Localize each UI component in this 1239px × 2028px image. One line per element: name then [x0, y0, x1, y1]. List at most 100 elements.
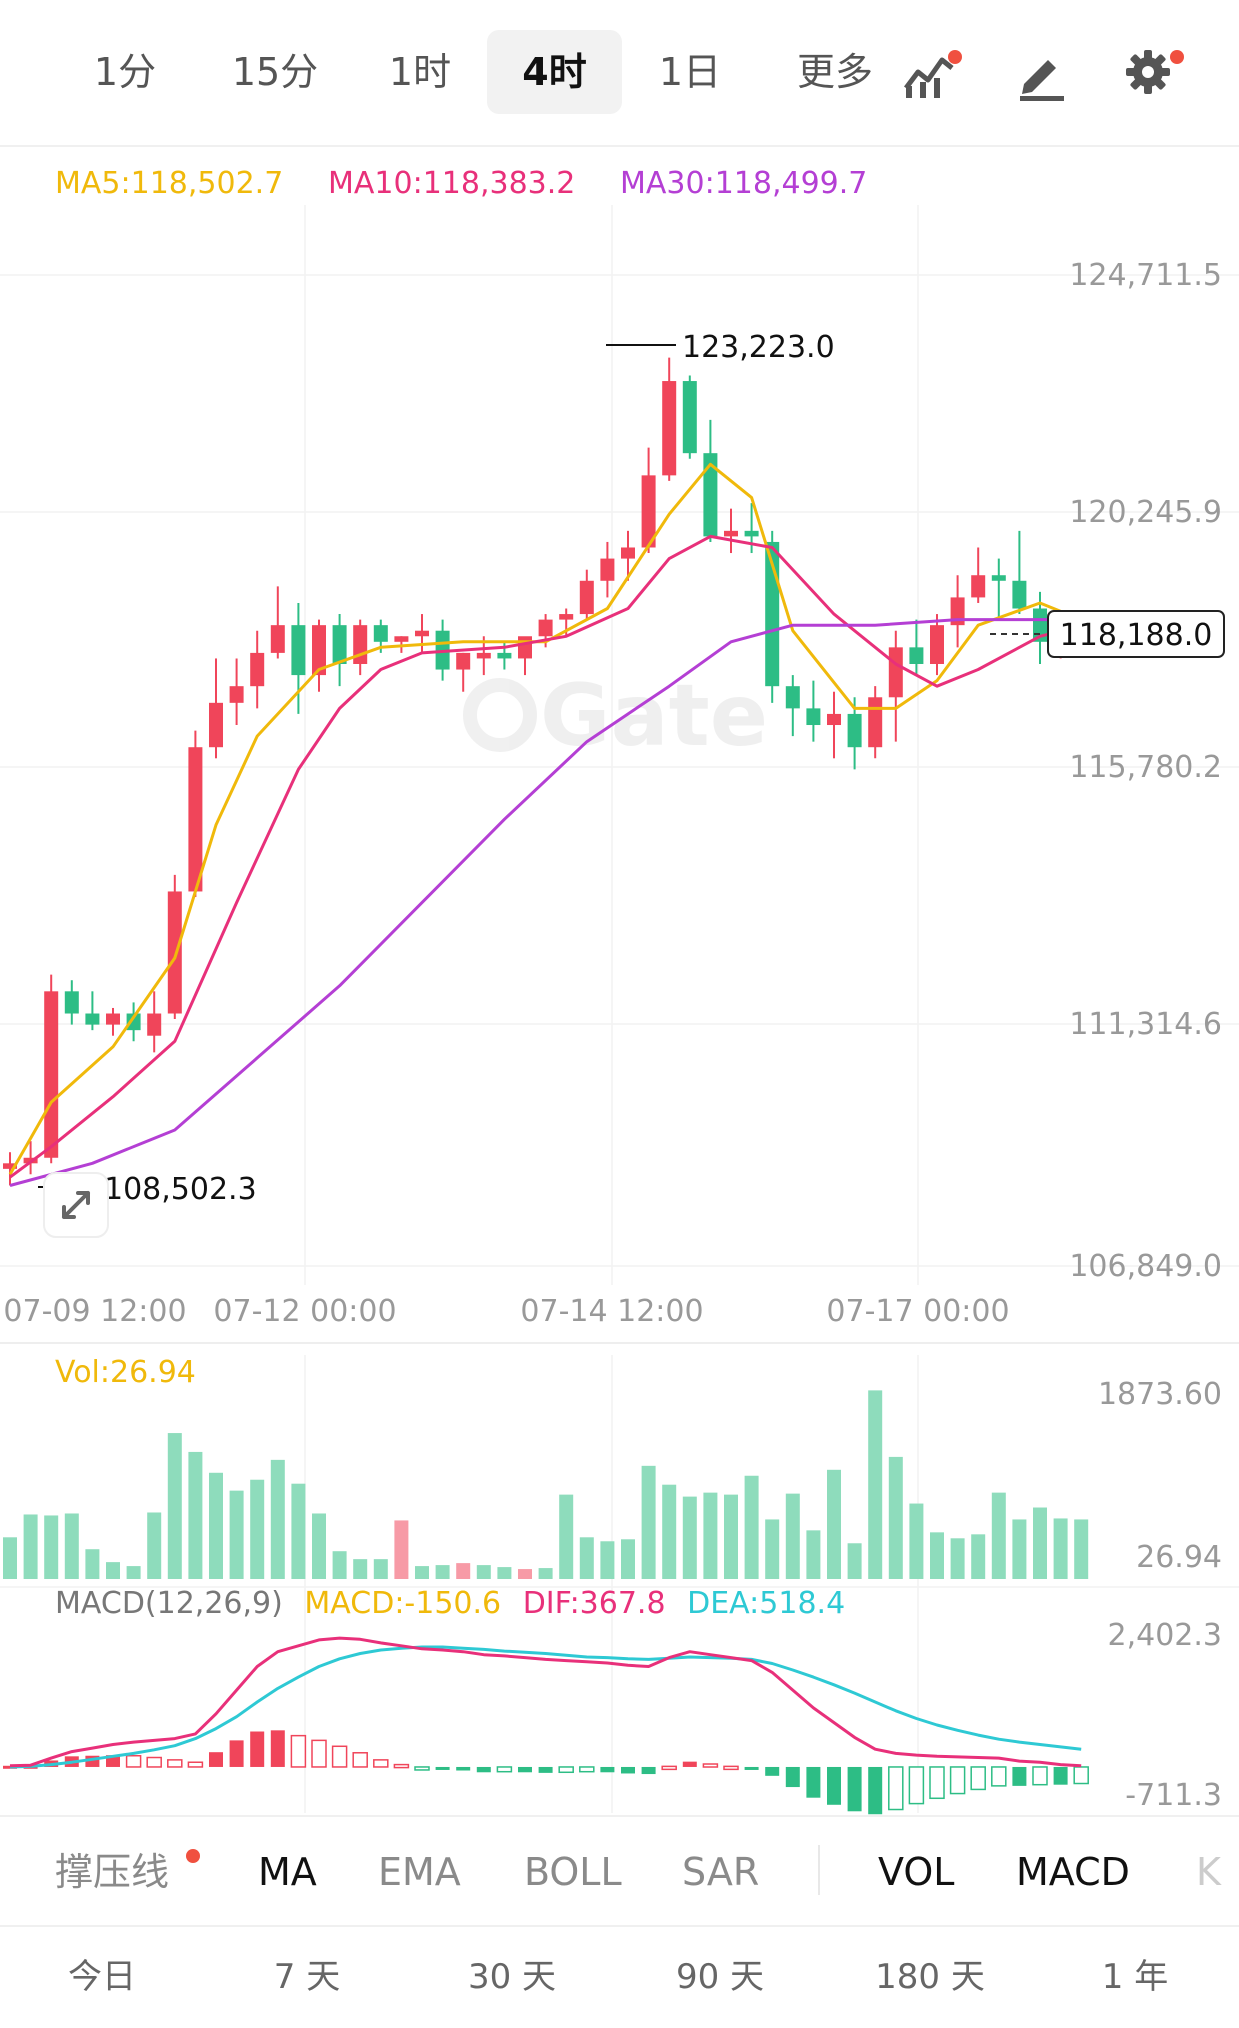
range-today[interactable]: 今日	[68, 1957, 136, 1997]
indicator-kdj[interactable]: K	[1196, 1850, 1221, 1894]
macd-histogram-bar	[1032, 1766, 1048, 1786]
tab-1hour[interactable]: 1时	[388, 50, 452, 94]
tab-more[interactable]: 更多	[796, 50, 873, 94]
macd-histogram-bar	[970, 1766, 986, 1791]
candle-body	[909, 647, 924, 664]
ma30-line	[9, 618, 1082, 1187]
volume-bar	[394, 1520, 409, 1579]
tab-4hour[interactable]: 4时	[487, 30, 622, 114]
timeframe-tabs: 1分 15分 1时 4时 1日 更多	[0, 0, 1239, 147]
ma5-line	[8, 462, 1082, 1176]
macd-histogram-bar	[785, 1766, 800, 1788]
draw-pencil-icon[interactable]	[1012, 42, 1072, 102]
volume-bar	[126, 1566, 141, 1579]
volume-bar	[415, 1566, 429, 1579]
candle-body	[1012, 580, 1027, 609]
macd-histogram-bar	[125, 1754, 142, 1768]
candlestick-chart[interactable]: MA5:118,502.7 MA10:118,383.2 MA30:118,49…	[0, 145, 1239, 1815]
macd-histogram-bar	[949, 1766, 966, 1795]
candle-body	[167, 891, 182, 1014]
price-tick: 120,245.9	[1069, 495, 1222, 530]
macd-histogram-bar	[229, 1740, 244, 1767]
candle-body	[724, 530, 738, 537]
ma5-legend: MA5:118,502.7	[55, 166, 283, 201]
indicator-macd[interactable]: MACD	[1016, 1850, 1130, 1894]
volume-bar	[85, 1549, 100, 1579]
chart-indicator-icon[interactable]	[900, 42, 962, 102]
last-price-label: 118,188.0	[1060, 618, 1213, 653]
candle-body	[44, 991, 59, 1158]
candle-body	[703, 453, 718, 537]
candle-body	[888, 647, 903, 698]
volume-bar	[373, 1559, 388, 1579]
price-tick: 111,314.6	[1069, 1007, 1222, 1042]
tab-15min[interactable]: 15分	[231, 50, 319, 94]
time-tick: 07-14 12:00	[520, 1294, 703, 1329]
range-7d[interactable]: 7 天	[273, 1957, 341, 1997]
volume-bar	[147, 1512, 162, 1579]
candle-body	[662, 381, 677, 476]
macd-histogram-bar	[311, 1739, 327, 1768]
volume-bar	[64, 1513, 79, 1579]
volume-bar	[353, 1559, 368, 1579]
range-90d[interactable]: 90 天	[675, 1957, 765, 1997]
dif-value: DIF:367.8	[523, 1586, 666, 1621]
volume-bar	[23, 1514, 38, 1579]
macd-histogram-bar	[435, 1766, 450, 1770]
volume-bar	[456, 1563, 471, 1579]
volume-bar	[806, 1530, 821, 1579]
tab-1day[interactable]: 1日	[658, 50, 722, 94]
volume-bar	[847, 1543, 862, 1579]
indicator-boll[interactable]: BOLL	[524, 1850, 622, 1894]
indicator-vol[interactable]: VOL	[878, 1850, 955, 1894]
candle-body	[827, 713, 841, 726]
indicator-sar[interactable]: SAR	[682, 1850, 760, 1894]
candle-body	[456, 652, 471, 670]
macd-histogram-bar	[414, 1766, 430, 1771]
ma-lines	[8, 462, 1082, 1187]
settings-gear-icon[interactable]	[1120, 42, 1184, 102]
macd-tick: 2,402.3	[1107, 1618, 1222, 1653]
expand-icon[interactable]	[43, 1172, 109, 1238]
macd-histogram-bar	[682, 1761, 697, 1767]
volume-bar	[538, 1568, 553, 1579]
macd-histogram-bar	[641, 1766, 656, 1775]
range-30d[interactable]: 30 天	[467, 1957, 557, 1997]
volume-bar	[682, 1496, 697, 1579]
candle-body	[476, 652, 491, 659]
macd-histogram-bar	[806, 1766, 821, 1798]
macd-histogram-bar	[538, 1766, 553, 1773]
candle-body	[250, 652, 265, 687]
range-180d[interactable]: 180 天	[875, 1957, 985, 1997]
chart-grid	[0, 205, 1239, 1813]
support-resistance-dot	[186, 1849, 200, 1863]
volume-bar	[909, 1503, 924, 1579]
volume-bar	[250, 1479, 265, 1579]
macd-histogram-bar	[106, 1755, 120, 1767]
candle-body	[270, 625, 285, 653]
time-tick: 07-12 00:00	[213, 1294, 396, 1329]
volume-bar	[44, 1515, 59, 1579]
indicator-ema[interactable]: EMA	[378, 1850, 461, 1894]
tab-1min[interactable]: 1分	[93, 50, 157, 94]
macd-histogram-bar	[290, 1734, 307, 1768]
indicator-support-resistance[interactable]: 撑压线	[55, 1850, 170, 1894]
macd-histogram-bar	[765, 1766, 780, 1776]
price-tick: 124,711.5	[1069, 258, 1222, 293]
volume-bar	[868, 1390, 883, 1579]
candle-body	[353, 625, 368, 664]
price-tick: 115,780.2	[1069, 750, 1222, 785]
svg-text:Gate: Gate	[540, 666, 768, 766]
indicator-ma[interactable]: MA	[258, 1850, 317, 1894]
macd-histogram-bar	[331, 1745, 348, 1768]
range-1y[interactable]: 1 年	[1101, 1957, 1169, 1997]
macd-tick: -711.3	[1125, 1778, 1222, 1813]
candle-body	[682, 381, 697, 454]
macd-histogram-bar	[558, 1766, 574, 1774]
macd-histogram-bar	[476, 1766, 491, 1773]
volume-bar	[600, 1541, 615, 1579]
candle-body	[621, 547, 635, 559]
macd-histogram-bar	[85, 1755, 100, 1767]
volume-bar	[744, 1475, 759, 1579]
macd-histogram-bar	[456, 1766, 471, 1771]
